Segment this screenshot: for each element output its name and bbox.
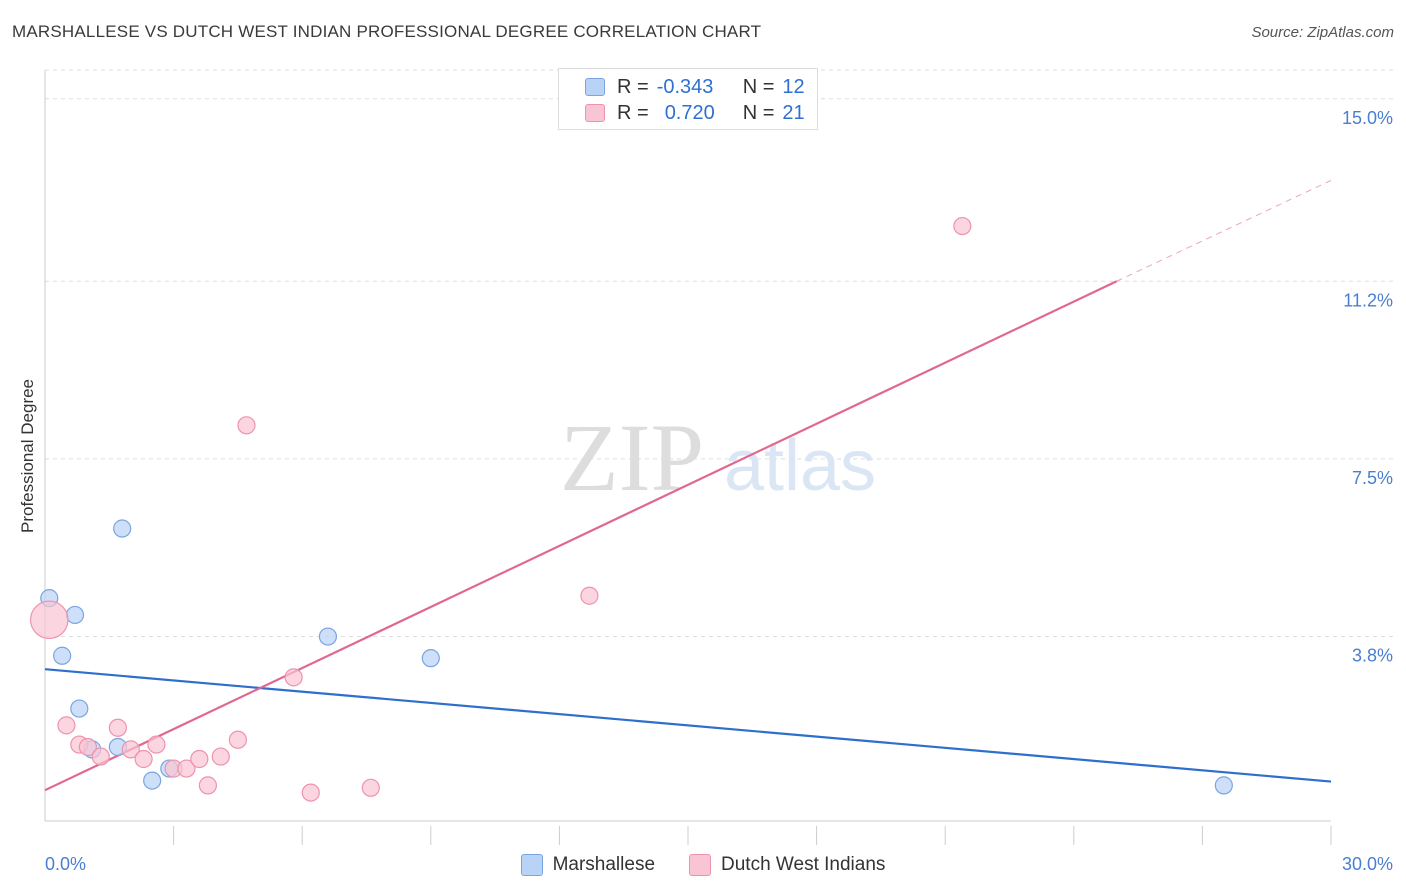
- blue-trend-line: [44, 668, 1332, 783]
- legend-item-dutch-west-indians: Dutch West Indians: [689, 854, 885, 876]
- pink-data-point: [29, 600, 69, 640]
- legend-label: Dutch West Indians: [721, 854, 886, 875]
- x-tick-label: 0.0%: [45, 854, 86, 874]
- pink-data-point: [91, 747, 110, 766]
- watermark-atlas: atlas: [724, 426, 876, 506]
- pink-data-point: [78, 737, 97, 757]
- legend-swatch-blue: [520, 854, 543, 876]
- y-tick-label: 11.2%: [1343, 290, 1393, 310]
- legend-item-marshallese: Marshallese: [520, 854, 656, 876]
- legend-swatch-pink: [585, 104, 605, 122]
- watermark-zip: ZIP: [560, 404, 704, 511]
- pink-data-point: [57, 716, 76, 735]
- blue-data-point: [143, 771, 162, 790]
- blue-data-point: [318, 627, 338, 646]
- pink-data-point: [177, 759, 196, 778]
- pink-data-point: [361, 778, 380, 797]
- n-label: N =: [742, 101, 775, 124]
- watermark: ZIP atlas: [560, 404, 876, 511]
- pink-data-point: [228, 730, 247, 749]
- pink-data-point: [121, 740, 140, 759]
- r-label: R =: [617, 75, 649, 98]
- n-value: 21: [782, 101, 805, 124]
- pink-data-point: [108, 718, 127, 737]
- chart-title: MARSHALLESE VS DUTCH WEST INDIAN PROFESS…: [12, 22, 762, 41]
- trend-lines: [44, 179, 1332, 792]
- blue-data-point: [70, 699, 89, 718]
- source-label: Source: ZipAtlas.com: [1251, 24, 1394, 41]
- pink-data-point: [211, 747, 230, 766]
- n-value: 12: [782, 75, 805, 98]
- pink-data-point: [301, 783, 320, 802]
- legend-label: Marshallese: [552, 854, 656, 875]
- series-legend: Marshallese Dutch West Indians: [0, 852, 1406, 878]
- n-label: N =: [742, 75, 775, 98]
- data-points: [29, 216, 1233, 802]
- legend-row-marshallese: R = -0.343 N = 12: [585, 75, 805, 99]
- pink-data-point: [284, 668, 303, 687]
- pink-trend-line: [44, 280, 1118, 792]
- r-label: R =: [617, 101, 649, 124]
- pink-data-point: [198, 776, 217, 795]
- pink-data-point: [237, 416, 256, 435]
- tick-labels: 3.8% 7.5% 11.2% 15.0% 0.0% 30.0%: [45, 108, 1393, 874]
- x-tick-label: 30.0%: [1342, 854, 1393, 874]
- r-value: -0.343: [656, 75, 714, 98]
- pink-data-point: [134, 749, 153, 769]
- legend-swatch-pink: [689, 854, 712, 876]
- correlation-legend: R = -0.343 N = 12 R = 0.720 N = 21: [558, 68, 818, 130]
- pink-trend-extension: [1116, 179, 1332, 282]
- y-tick-label: 3.8%: [1352, 646, 1393, 666]
- pink-data-point: [580, 586, 599, 605]
- blue-data-point: [421, 649, 440, 668]
- gridlines: [45, 69, 1395, 638]
- blue-data-point: [113, 519, 132, 538]
- blue-data-point: [65, 605, 85, 625]
- axes: [44, 70, 1332, 845]
- pink-data-point: [190, 749, 209, 769]
- y-tick-label: 15.0%: [1342, 108, 1393, 128]
- legend-swatch-blue: [585, 78, 605, 96]
- legend-row-dutch-west-indians: R = 0.720 N = 21: [585, 101, 805, 125]
- blue-data-point: [1214, 776, 1233, 795]
- y-tick-label: 7.5%: [1352, 468, 1393, 488]
- pink-data-point: [953, 216, 972, 236]
- blue-data-point: [53, 646, 72, 665]
- pink-data-point: [147, 735, 166, 754]
- r-value: 0.720: [664, 101, 715, 124]
